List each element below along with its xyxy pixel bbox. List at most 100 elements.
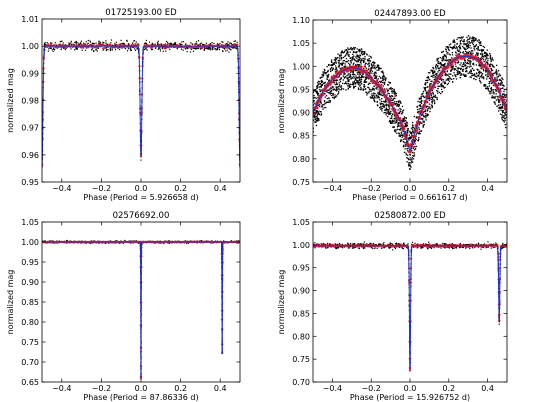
raw-data-point	[322, 73, 325, 75]
raw-data-point	[461, 65, 464, 67]
raw-data-point	[490, 69, 493, 71]
raw-data-point	[326, 65, 328, 68]
raw-data-point	[384, 109, 387, 111]
raw-data-point	[409, 131, 412, 133]
raw-data-point	[365, 88, 367, 90]
raw-data-point	[368, 65, 370, 68]
raw-data-point	[330, 87, 332, 90]
raw-data-point	[338, 84, 341, 86]
raw-data-point	[430, 99, 432, 101]
raw-data-point	[356, 54, 358, 56]
raw-data-point	[353, 59, 356, 61]
raw-data-point	[329, 79, 331, 81]
raw-data-point	[336, 83, 338, 86]
raw-data-point	[216, 47, 219, 49]
raw-data-point	[345, 61, 347, 63]
raw-data-point	[501, 107, 503, 109]
raw-data-point	[222, 240, 225, 242]
raw-data-point	[419, 97, 421, 100]
raw-data-point	[438, 69, 440, 71]
raw-data-point	[84, 49, 87, 51]
raw-data-point	[479, 76, 481, 78]
raw-data-point	[241, 73, 242, 74]
raw-data-point	[501, 118, 503, 121]
raw-data-point	[44, 43, 46, 46]
raw-data-point	[62, 42, 64, 44]
raw-data-point	[180, 43, 182, 46]
raw-data-point	[394, 93, 396, 95]
raw-data-point	[464, 75, 466, 77]
raw-data-point	[484, 85, 486, 87]
raw-data-point	[441, 57, 443, 60]
raw-data-point	[487, 59, 489, 62]
raw-data-point	[351, 49, 353, 51]
raw-data-point	[353, 82, 355, 84]
raw-data-point	[432, 74, 434, 76]
raw-data-point	[340, 56, 343, 59]
raw-data-point	[495, 89, 497, 91]
raw-data-point	[322, 104, 324, 106]
raw-data-point	[373, 85, 375, 87]
raw-data-point	[64, 48, 66, 51]
raw-data-point	[317, 107, 319, 109]
raw-data-point	[70, 42, 72, 44]
raw-data-point	[445, 74, 447, 77]
raw-data-point	[489, 65, 492, 67]
raw-data-point	[130, 48, 132, 50]
raw-data-point	[478, 71, 480, 74]
raw-data-point	[116, 44, 118, 46]
raw-data-point	[427, 77, 429, 79]
raw-data-point	[316, 84, 319, 87]
raw-data-point	[224, 43, 226, 45]
raw-data-point	[492, 89, 495, 91]
raw-data-point	[446, 53, 448, 55]
raw-data-point	[466, 51, 468, 53]
raw-data-point	[469, 44, 471, 47]
raw-data-point	[393, 126, 395, 129]
raw-data-point	[477, 52, 479, 54]
raw-data-point	[442, 85, 444, 87]
raw-data-point	[358, 85, 361, 87]
raw-data-point	[502, 115, 504, 117]
raw-data-point	[436, 90, 438, 92]
raw-data-point	[404, 125, 406, 127]
raw-data-point	[445, 79, 447, 81]
raw-data-point	[376, 65, 378, 68]
raw-data-point	[230, 240, 232, 242]
raw-data-point	[391, 119, 393, 121]
raw-data-point	[322, 82, 325, 84]
raw-data-point	[485, 70, 487, 72]
raw-data-point	[442, 85, 445, 88]
raw-data-point	[472, 39, 474, 41]
raw-data-point	[350, 61, 352, 63]
raw-data-point	[472, 42, 474, 44]
raw-data-point	[347, 48, 350, 51]
raw-data-point	[46, 46, 48, 48]
raw-data-point	[228, 47, 230, 49]
raw-data-point	[241, 51, 242, 52]
raw-data-point	[467, 62, 469, 65]
raw-data-point	[386, 108, 389, 111]
raw-data-point	[322, 74, 325, 76]
raw-data-point	[394, 131, 397, 133]
plot-area	[40, 39, 242, 169]
raw-data-point	[448, 76, 450, 78]
raw-data-point	[40, 70, 41, 71]
raw-data-point	[474, 45, 477, 48]
raw-data-point	[315, 89, 317, 91]
raw-data-point	[374, 76, 377, 78]
raw-data-point	[457, 71, 459, 73]
raw-data-point	[458, 45, 460, 48]
raw-data-point	[320, 100, 322, 102]
raw-data-point	[450, 73, 452, 75]
raw-data-point	[451, 51, 454, 54]
raw-data-point	[490, 59, 492, 61]
raw-data-point	[497, 82, 500, 84]
raw-data-point	[418, 131, 421, 133]
raw-data-point	[459, 72, 461, 75]
raw-data-point	[235, 47, 237, 49]
raw-data-point	[379, 106, 382, 108]
raw-data-point	[489, 78, 492, 80]
raw-data-point	[319, 105, 321, 108]
raw-data-point	[439, 78, 441, 80]
